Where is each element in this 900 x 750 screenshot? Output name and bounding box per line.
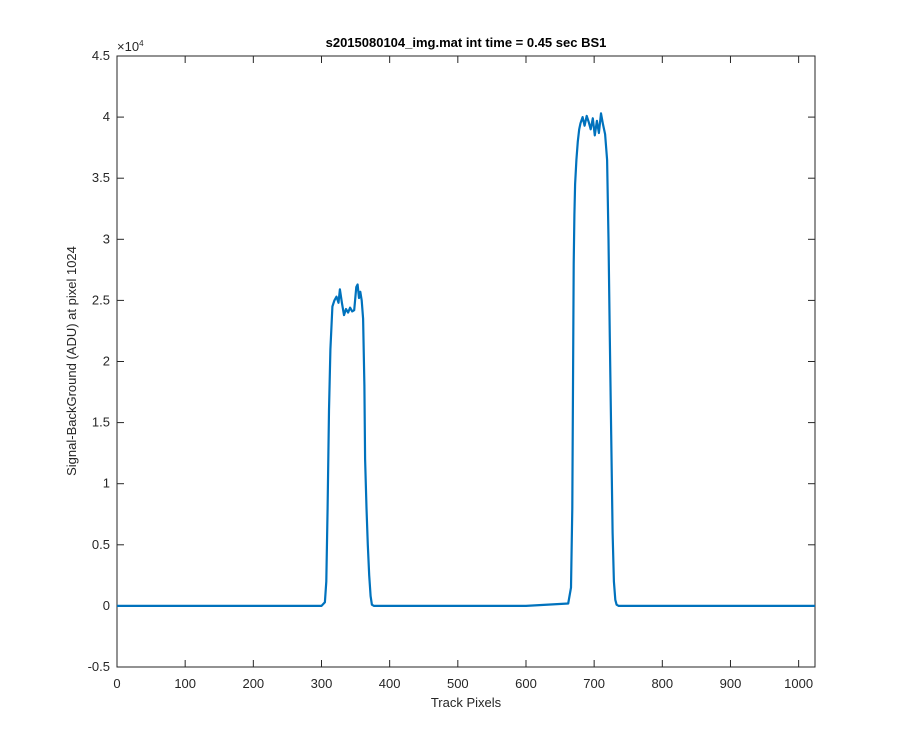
- x-tick-label: 100: [174, 676, 196, 691]
- x-tick-label: 500: [447, 676, 469, 691]
- series-layer: [117, 112, 815, 608]
- x-axis-label: Track Pixels: [431, 695, 502, 710]
- y-tick-label: 4.5: [92, 48, 110, 63]
- x-tick-label: 200: [242, 676, 264, 691]
- x-tick-label: 900: [720, 676, 742, 691]
- y-tick-label: 4: [103, 109, 110, 124]
- chart-title: s2015080104_img.mat int time = 0.45 sec …: [326, 35, 607, 50]
- y-tick-label: 2.5: [92, 292, 110, 307]
- y-tick-label: 0: [103, 598, 110, 613]
- y-tick-label: 0.5: [92, 537, 110, 552]
- y-exponent-power: 4: [139, 39, 144, 48]
- x-tick-label: 600: [515, 676, 537, 691]
- y-tick-label: 1: [103, 476, 110, 491]
- y-tick-label: 2: [103, 354, 110, 369]
- y-tick-label: 1.5: [92, 415, 110, 430]
- x-axis-ticks: 0 100 200 300 400 500 600 700 800 900 1000: [113, 56, 813, 691]
- y-axis-label: Signal-BackGround (ADU) at pixel 1024: [64, 246, 79, 476]
- x-tick-label: 800: [651, 676, 673, 691]
- x-tick-label: 700: [583, 676, 605, 691]
- y-exponent-label: ×104: [117, 39, 144, 54]
- y-tick-label: 3: [103, 231, 110, 246]
- y-exponent-base: ×10: [117, 39, 139, 54]
- y-axis-ticks: -0.5 0 0.5 1 1.5 2 2.5 3 3.5 4 4.5: [88, 48, 815, 674]
- y-tick-label: -0.5: [88, 659, 110, 674]
- series-line: [117, 112, 815, 608]
- x-tick-label: 400: [379, 676, 401, 691]
- x-tick-label: 0: [113, 676, 120, 691]
- x-tick-label: 300: [311, 676, 333, 691]
- y-tick-label: 3.5: [92, 170, 110, 185]
- x-tick-label: 1000: [784, 676, 813, 691]
- axes-frame: [116, 55, 816, 668]
